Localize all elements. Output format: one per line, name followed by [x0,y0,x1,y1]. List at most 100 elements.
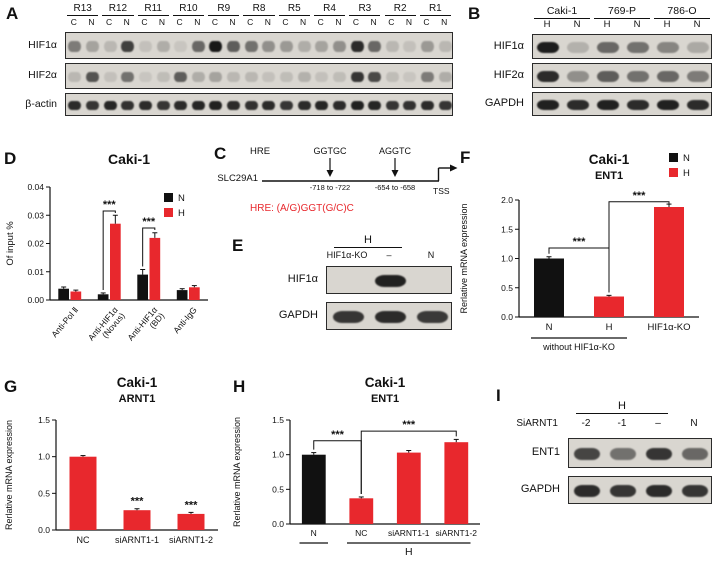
y-tick-label: 0.0 [272,519,284,529]
protein-band [138,71,152,83]
protein-band [156,71,170,83]
protein-band [262,40,276,53]
sub-lane-label: N [633,19,641,30]
protein-band [645,485,673,497]
lane-group-label: 769-P [594,5,650,19]
protein-band [121,40,135,53]
bar [123,510,151,530]
x-tick-label: NC [77,535,90,545]
bar [137,274,148,300]
sub-lane-label: N [158,17,166,27]
protein-band [138,100,152,111]
bar [349,498,374,524]
lane-group-label: R11 [137,3,169,16]
y-axis-label: Rerlative mRNA expression [4,420,14,530]
lane-group-label: R3 [349,3,381,16]
blot-row-label: HIF2α [493,68,524,81]
sub-lane-label: C [141,17,148,27]
y-tick-label: 0.0 [38,525,50,535]
sub-lane-label: N [229,17,236,27]
protein-band [297,40,311,53]
sub-lane-label: C [388,17,395,27]
protein-band [332,40,346,53]
significance-label: *** [402,419,416,431]
protein-band [385,100,399,111]
sub-lane-label: H [543,19,551,30]
x-tick-label: siARNT1-2 [435,528,477,538]
protein-band [103,40,117,53]
significance-bracket [142,227,156,267]
protein-band [536,42,560,53]
legend-label: N [178,193,185,204]
protein-band [438,71,452,83]
chart-g: Caki-1 ARNT1 Rerlative mRNA expression 0.0 0… [4,375,218,545]
protein-band [332,100,346,111]
protein-band [138,40,152,53]
protein-band [681,447,709,461]
x-tick-label: siARNT1-1 [388,528,430,538]
bar [110,223,121,300]
lane-label: -2 [581,418,591,429]
sub-lane-label: C [317,17,324,27]
protein-band [350,40,364,53]
sub-lane-label: N [370,17,377,27]
tss-arrowhead [450,164,458,172]
protein-band [103,100,117,111]
blot-strip [568,476,712,504]
protein-band [656,100,680,111]
protein-band [227,40,241,53]
lane-group-label: R5 [278,3,310,16]
protein-band [85,100,99,111]
lane-group-label: 786-O [654,5,710,19]
sub-lane-label: C [423,17,430,27]
protein-band [174,40,188,53]
protein-band [68,100,82,111]
protein-band [686,71,710,82]
protein-band [416,311,448,323]
x-tick-label: N [311,528,317,538]
legend-swatch [669,168,678,177]
bar [301,454,326,524]
x-tick-label: H [606,322,613,333]
protein-band [573,447,601,461]
protein-band [209,100,223,111]
lane-group-label: Caki-1 [534,5,590,19]
y-tick-label: 0.5 [501,283,513,293]
protein-band [403,100,417,111]
protein-band [315,71,329,83]
legend-swatch [164,193,173,202]
sub-lane-label: N [194,17,201,27]
protein-band [174,100,188,111]
protein-band [609,485,637,497]
lane-group-label: R12 [102,3,134,16]
blot-row-label: HIF1α [28,38,57,51]
lane-label: -1 [617,418,627,429]
chart-title: Caki-1 [365,375,406,390]
bar [149,237,161,300]
legend-label: H [178,208,185,219]
protein-band [385,71,399,83]
chart-title: Caki-1 [117,375,158,390]
blot-strip [568,438,712,468]
y-tick-label: 1.5 [38,415,50,425]
panel-i-western-blot: H -2 -1 – N SiARNT1 ENT1 GAPDH [492,392,719,542]
protein-band [686,100,710,111]
y-tick-label: 1.5 [501,224,513,234]
hre-consensus: HRE: (A/G)GGT(G/C)C [250,203,354,214]
blot-strip [532,92,712,116]
protein-band [85,40,99,53]
lane-label: – [655,418,661,429]
protein-band [262,71,276,83]
y-axis-label: Rerlative mRNA expression [459,203,469,313]
x-tick-label: HIF1α-KO [648,322,691,333]
condition-header: H [576,400,668,414]
sub-lane-label: N [264,17,271,27]
protein-band [368,100,382,111]
protein-band [315,100,329,111]
protein-band [68,71,82,83]
significance-label: *** [633,190,647,202]
protein-band [332,311,364,323]
panel-a-western-blot: R13 R12 R11 R10 R9 R8 R5 R4 R3 R2 R1 C N C N C N C N C N C N C N… [5,2,455,142]
blot-row-label: ENT1 [531,446,560,458]
